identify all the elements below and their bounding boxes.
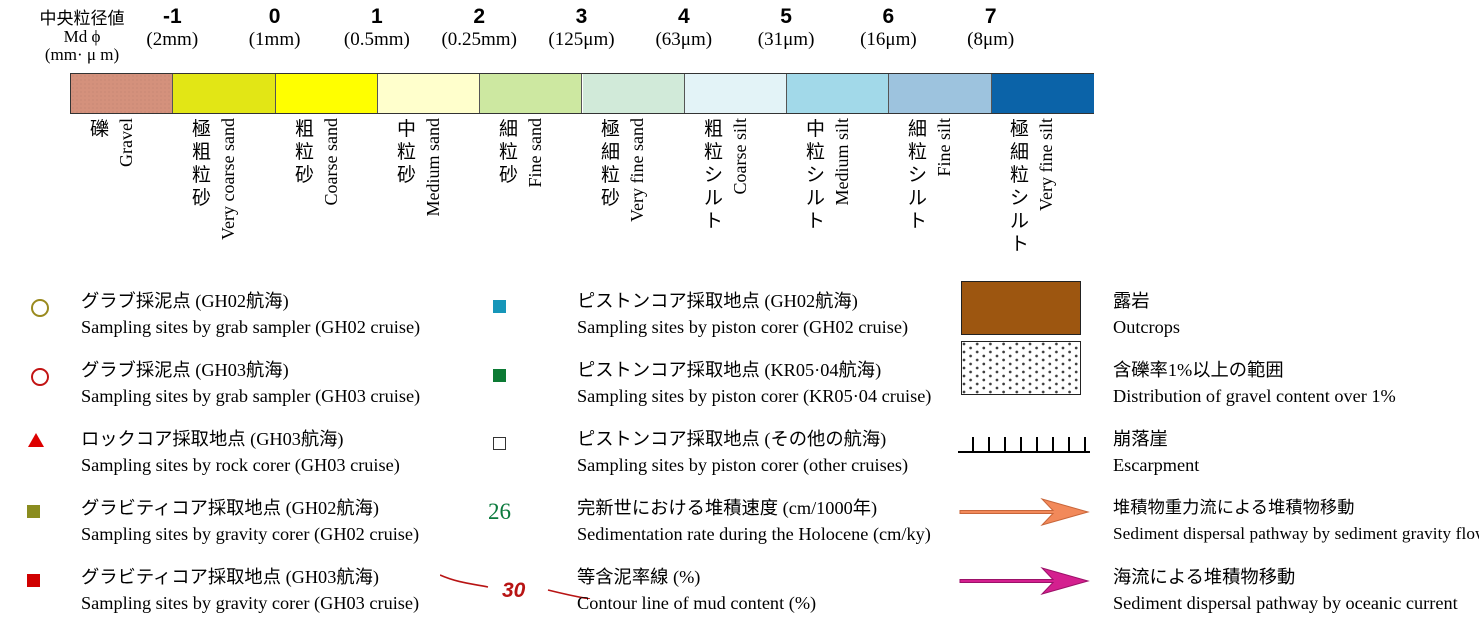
svg-text:30: 30 (502, 579, 526, 599)
